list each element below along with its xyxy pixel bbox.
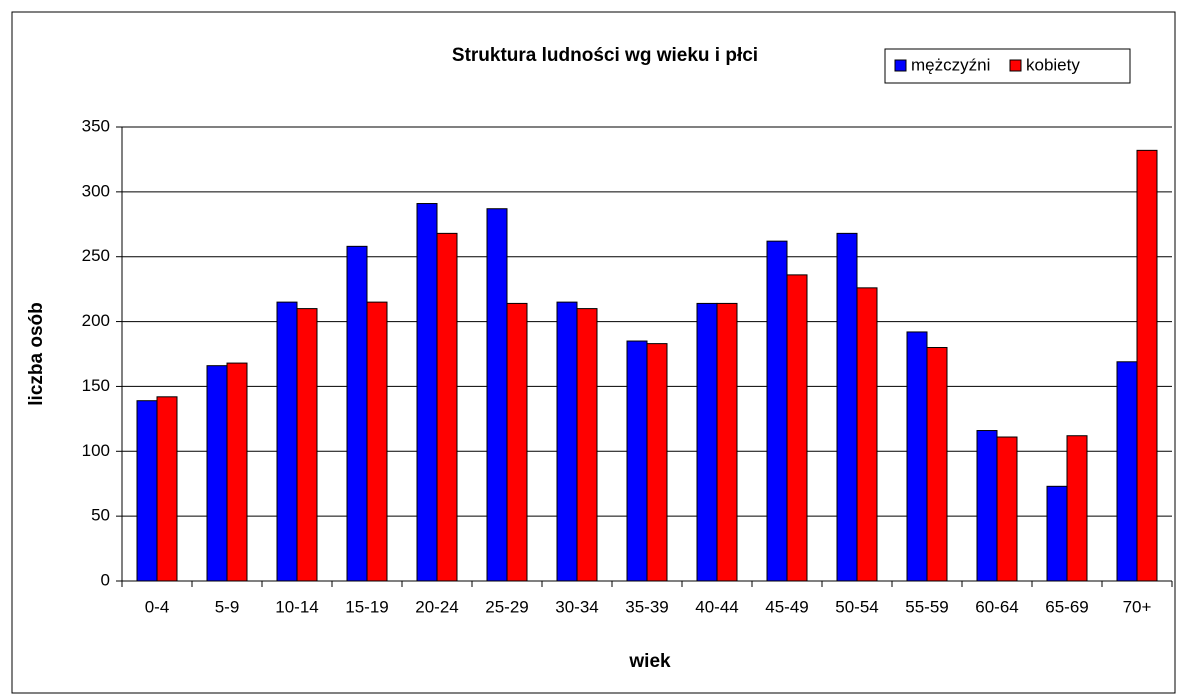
x-tick-label: 20-24 — [415, 597, 458, 616]
bar — [856, 287, 878, 582]
legend-swatch — [894, 59, 907, 72]
y-tick-label: 350 — [82, 116, 110, 135]
bar — [996, 436, 1018, 582]
y-axis-label: liczba osób — [26, 302, 47, 405]
x-tick-label: 15-19 — [345, 597, 388, 616]
x-tick-label: 60-64 — [975, 597, 1018, 616]
bar — [626, 340, 648, 582]
bar — [436, 232, 458, 582]
bar — [276, 301, 298, 582]
y-tick-label: 0 — [101, 570, 110, 589]
x-axis-label: wiek — [628, 651, 671, 672]
y-tick-label: 200 — [82, 311, 110, 330]
y-tick-label: 250 — [82, 246, 110, 265]
chart-title: Struktura ludności wg wieku i płci — [452, 45, 758, 66]
bar — [206, 365, 228, 582]
bar — [486, 208, 508, 582]
bar — [156, 396, 178, 582]
y-tick-label: 150 — [82, 376, 110, 395]
legend-swatch — [1009, 59, 1022, 72]
y-tick-label: 100 — [82, 441, 110, 460]
bar — [1046, 485, 1068, 582]
legend-label: mężczyźni — [911, 55, 990, 74]
x-tick-label: 40-44 — [695, 597, 738, 616]
bar — [366, 301, 388, 582]
bar — [976, 430, 998, 582]
bar — [416, 203, 438, 582]
x-tick-label: 10-14 — [275, 597, 318, 616]
bar — [906, 331, 928, 582]
bar — [1136, 149, 1158, 582]
bar — [836, 232, 858, 582]
bar — [296, 308, 318, 582]
bar — [226, 362, 248, 582]
bar — [576, 308, 598, 582]
legend-label: kobiety — [1026, 55, 1080, 74]
x-tick-label: 50-54 — [835, 597, 878, 616]
x-tick-label: 55-59 — [905, 597, 948, 616]
x-tick-label: 25-29 — [485, 597, 528, 616]
x-tick-label: 0-4 — [145, 597, 170, 616]
bar — [556, 301, 578, 582]
x-tick-label: 45-49 — [765, 597, 808, 616]
bar — [1066, 435, 1088, 582]
x-tick-label: 30-34 — [555, 597, 598, 616]
bar — [926, 347, 948, 582]
bar — [786, 274, 808, 582]
y-tick-label: 50 — [91, 506, 110, 525]
bar — [1116, 361, 1138, 582]
bar — [646, 343, 668, 582]
bar — [766, 240, 788, 582]
bar — [346, 245, 368, 582]
bar — [716, 302, 738, 582]
x-tick-label: 5-9 — [215, 597, 240, 616]
x-tick-label: 70+ — [1123, 597, 1152, 616]
legend — [884, 48, 1131, 84]
bar — [506, 302, 528, 582]
x-tick-label: 65-69 — [1045, 597, 1088, 616]
y-tick-label: 300 — [82, 181, 110, 200]
x-tick-label: 35-39 — [625, 597, 668, 616]
bar — [136, 400, 158, 582]
bar — [696, 302, 718, 582]
